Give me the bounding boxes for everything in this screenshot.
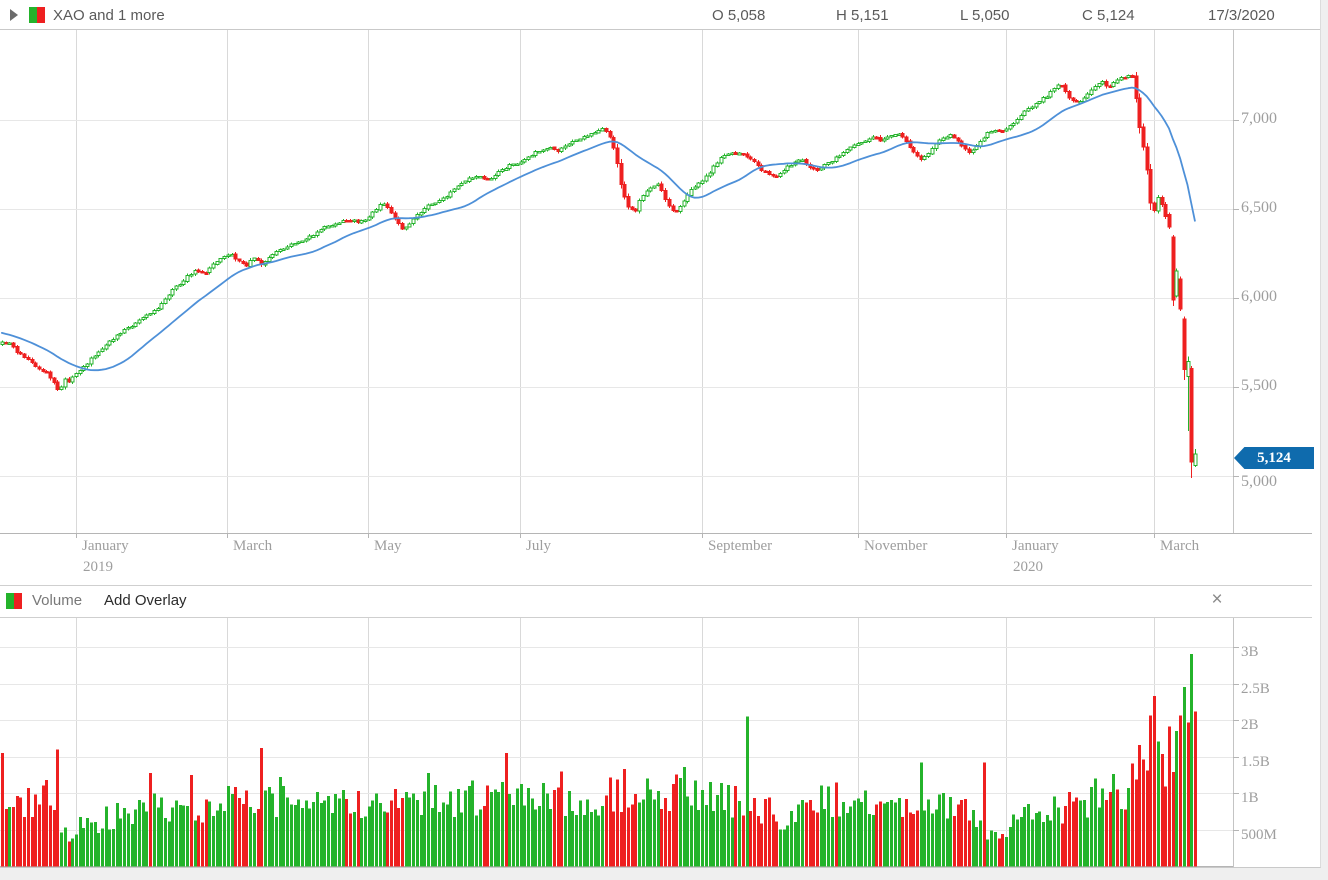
volume-panel-header: Volume Add Overlay × [0,585,1312,618]
price-axis-tick [1006,533,1007,538]
candlestick-series [0,71,1198,479]
quote-high: H 5,151 [836,7,889,24]
candlestick-legend-icon[interactable] [29,7,45,23]
price-x-tick-label: January [1012,538,1059,554]
price-axis-tick [858,533,859,538]
price-x-tick-label: May [374,538,402,554]
legend-down-color [37,7,45,23]
volume-y-tick-label: 2.5B [1241,681,1270,697]
price-x-tick-label: September [708,538,773,554]
price-y-axis-line [1233,30,1234,533]
price-gridlines [0,30,1233,533]
volume-y-axis-line [1233,617,1234,867]
volume-axis-tick [1233,684,1239,685]
price-y-tick-label: 6,500 [1241,199,1277,216]
price-axis-tick [520,533,521,538]
price-x-axis-line [0,533,1312,534]
price-panel-header: XAO and 1 more O 5,058 H 5,151 L 5,050 C… [0,0,1320,30]
price-axis-tick [1233,298,1239,299]
volume-axis-tick [1233,720,1239,721]
price-y-tick-label: 5,500 [1241,377,1277,394]
price-y-tick-label: 7,000 [1241,110,1277,127]
price-x-tick-label: November [864,538,928,554]
volume-y-tick-label: 500M [1241,827,1277,843]
price-axis-tick [1233,120,1239,121]
price-axis-tick [227,533,228,538]
volume-y-tick-label: 1.5B [1241,754,1270,770]
price-y-tick-label: 6,000 [1241,288,1277,305]
volume-axis-tick [1233,757,1239,758]
volume-chart-canvas[interactable] [0,617,1233,867]
moving-average-line [1,86,1196,372]
price-x-tick-label: January [82,538,129,554]
price-x-tick-label: March [233,538,273,554]
legend-up-color [29,7,37,23]
last-price-tag: 5,124 [1234,447,1314,469]
volume-y-tick-label: 1B [1241,790,1259,806]
volume-series [1,654,1197,867]
series-title[interactable]: XAO and 1 more [53,7,165,24]
collapse-panel-icon[interactable] [10,9,18,21]
volume-axis-tick [1233,830,1239,831]
quote-date: 17/3/2020 [1208,7,1275,24]
quote-open: O 5,058 [712,7,766,24]
price-x-tick-label: March [1160,538,1200,554]
price-y-tick-label: 5,000 [1241,473,1277,490]
price-x-year-label: 2019 [83,559,113,575]
price-axis-tick [1233,476,1239,477]
price-axis-tick [368,533,369,538]
price-axis-tick [702,533,703,538]
add-overlay-button[interactable]: Add Overlay [104,592,187,609]
price-x-year-label: 2020 [1013,559,1043,575]
price-axis-tick [1233,387,1239,388]
volume-axis-tick [1233,647,1239,648]
legend-up-color [6,593,14,609]
volume-panel-title[interactable]: Volume [32,592,83,609]
price-chart-canvas[interactable] [0,30,1233,534]
volume-axis-tick [1233,793,1239,794]
quote-low: L 5,050 [960,7,1010,24]
volume-y-tick-label: 3B [1241,644,1259,660]
quote-close: C 5,124 [1082,7,1135,24]
price-axis-tick [1233,209,1239,210]
close-panel-icon[interactable]: × [1211,589,1223,610]
volume-legend-icon[interactable] [6,593,22,609]
price-axis-tick [1154,533,1155,538]
price-axis-tick [76,533,77,538]
volume-y-tick-label: 2B [1241,717,1259,733]
legend-down-color [14,593,22,609]
price-x-tick-label: July [526,538,552,554]
